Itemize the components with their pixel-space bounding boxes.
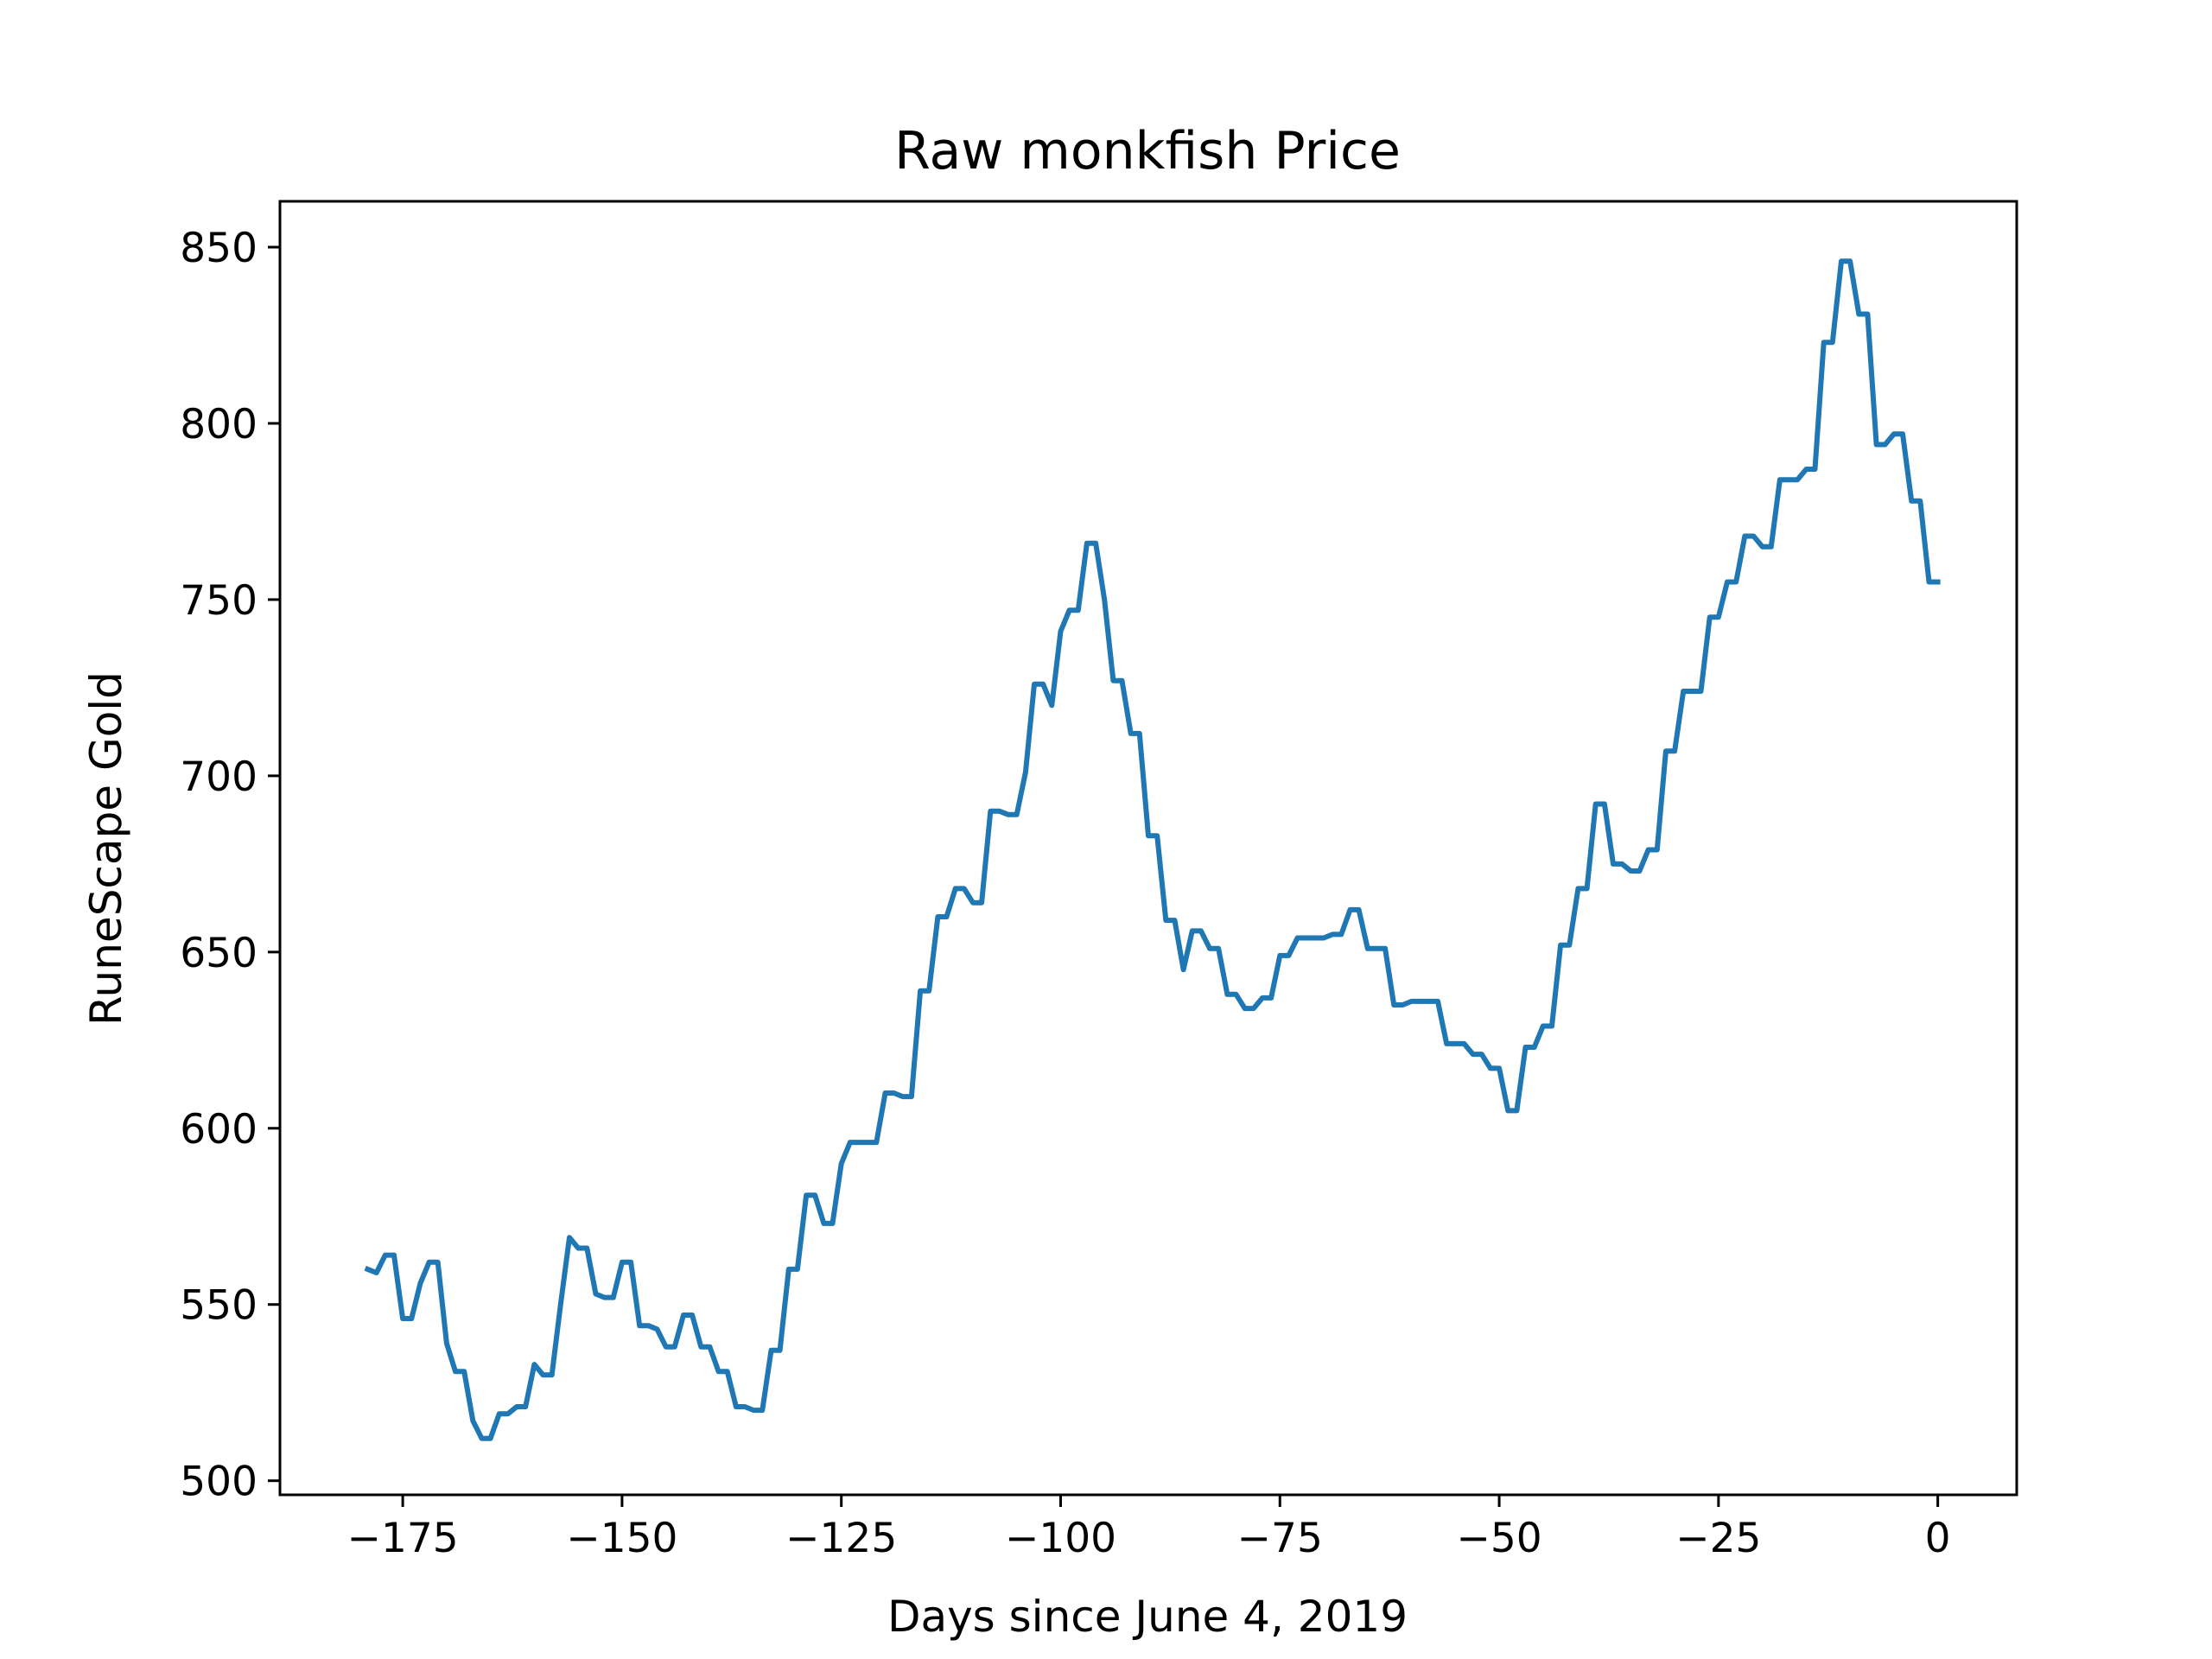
y-tick-label: 650 bbox=[180, 930, 257, 977]
plot-area-frame bbox=[278, 200, 2018, 1497]
y-axis-label: RuneScape Gold bbox=[81, 671, 131, 1026]
x-tick-label: −75 bbox=[1237, 1515, 1323, 1562]
y-tick-label: 500 bbox=[180, 1459, 257, 1506]
x-tick-label: −25 bbox=[1675, 1515, 1761, 1562]
x-tick-label: −50 bbox=[1456, 1515, 1541, 1562]
y-tick-label: 850 bbox=[180, 225, 257, 272]
chart-title: Raw monkfish Price bbox=[894, 121, 1401, 181]
y-tick-label: 600 bbox=[180, 1106, 257, 1154]
x-tick-label: 0 bbox=[1925, 1515, 1951, 1562]
y-tick-label: 550 bbox=[180, 1282, 257, 1330]
x-axis-ticks: −175 −150 −125 −100 −75 −50 −25 0 bbox=[347, 1495, 1951, 1562]
y-tick-label: 700 bbox=[180, 753, 257, 801]
x-tick-label: −125 bbox=[785, 1515, 897, 1562]
x-tick-label: −175 bbox=[347, 1515, 459, 1562]
x-tick-label: −150 bbox=[566, 1515, 677, 1562]
y-tick-label: 800 bbox=[180, 401, 257, 448]
y-tick-label: 750 bbox=[180, 577, 257, 625]
y-axis-ticks: 500 550 600 650 700 750 800 850 bbox=[180, 225, 280, 1506]
x-tick-label: −100 bbox=[1005, 1515, 1116, 1562]
x-axis-label: Days since June 4, 2019 bbox=[887, 1592, 1408, 1642]
price-series-line bbox=[364, 258, 1941, 1441]
